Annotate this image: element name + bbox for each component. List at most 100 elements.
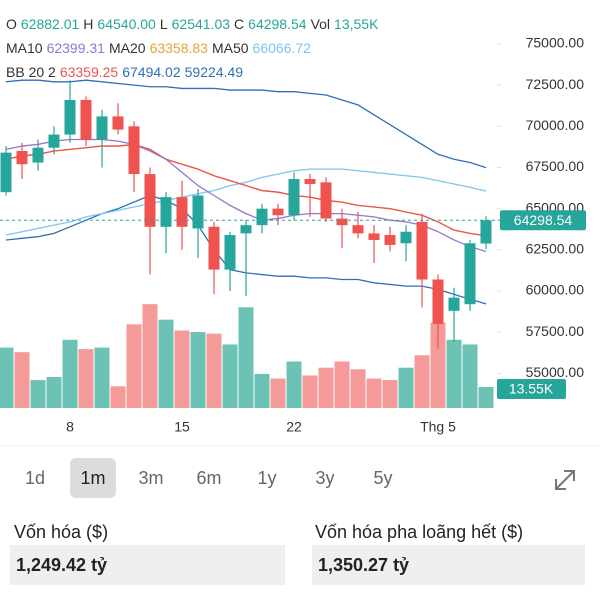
indicator-line — [5, 168, 487, 236]
stat-label: Vốn hóa pha loãng hết ($) — [315, 522, 524, 542]
indicator-line — [5, 79, 487, 169]
volume-bar — [270, 378, 286, 408]
y-tick-label: 60000.00 — [526, 282, 585, 298]
header-text: 64298.54 — [248, 16, 307, 32]
volume-bar — [366, 378, 382, 408]
volume-bar — [286, 361, 302, 408]
y-tick-label: 62500.00 — [526, 241, 585, 257]
y-tick-label: 55000.00 — [526, 364, 585, 380]
candle-body — [128, 126, 140, 175]
header-text: 62399.31 — [46, 40, 105, 56]
candle-body — [80, 99, 92, 140]
volume-bar — [238, 307, 254, 408]
stat-value: 1,350.27 tỷ — [312, 545, 585, 585]
volume-bar — [382, 380, 398, 408]
x-tick-label: Thg 5 — [420, 419, 456, 435]
volume-bar — [62, 339, 78, 408]
candle-body — [320, 182, 332, 219]
candle-body — [256, 208, 268, 226]
volume-bar — [190, 332, 206, 408]
header-text: 62882.01 — [20, 16, 80, 32]
volume-bar — [158, 319, 174, 408]
expand-icon[interactable] — [550, 465, 580, 495]
candle-body — [96, 116, 108, 140]
header-text: 13,55K — [334, 16, 379, 32]
volume-bar — [414, 355, 430, 408]
volume-bar — [142, 304, 158, 408]
header-text: MA10 — [6, 40, 43, 56]
candle-body — [240, 225, 252, 234]
candle-body — [224, 235, 236, 270]
period-tab[interactable]: 6m — [196, 468, 222, 488]
period-tab[interactable]: 1m — [70, 458, 116, 498]
header-text: BB 20 2 — [6, 64, 56, 80]
period-tabs: 1d 1m 3m 6m 1y 3y 5y — [12, 458, 588, 500]
candle-body — [480, 220, 492, 244]
candle-body — [352, 225, 364, 234]
last-price-label: 64298.54 — [514, 212, 573, 228]
header-text: 59224.49 — [184, 64, 244, 80]
header-row: O 62882.01 H 64540.00 L 62541.03 C 64298.54 Vol 1… — [6, 12, 382, 36]
candle-body — [416, 221, 428, 280]
chart-header: O 62882.01 H 64540.00 L 62541.03 C 64298.54 Vol 1… — [6, 12, 382, 84]
header-text: H — [83, 16, 94, 32]
volume-bar — [254, 373, 270, 408]
candle-body — [112, 116, 124, 130]
candle-body — [272, 208, 284, 216]
candle-body — [368, 233, 380, 240]
candle-body — [0, 152, 12, 193]
header-row: MA10 62399.31 MA20 63358.83 MA50 66066.72 — [6, 36, 382, 60]
y-tick-label: 70000.00 — [526, 117, 585, 133]
period-tab[interactable]: 3y — [315, 468, 335, 488]
header-text: 66066.72 — [252, 40, 311, 56]
header-text: 63359.25 — [59, 64, 119, 80]
indicator-line — [5, 143, 487, 237]
volume-bar — [14, 352, 30, 408]
volume-bar — [430, 322, 446, 408]
candle-body — [304, 179, 316, 184]
header-text: 67494.02 — [122, 64, 181, 80]
y-tick-label: 67500.00 — [526, 158, 585, 174]
candle-body — [464, 243, 476, 305]
volume-bar — [302, 375, 318, 408]
volume-bar — [462, 344, 478, 408]
candle-body — [32, 147, 44, 163]
period-tab[interactable]: 1d — [24, 468, 46, 488]
x-tick-label: 8 — [66, 419, 74, 435]
candle-body — [208, 226, 220, 270]
candle-body — [336, 218, 348, 226]
candle-body — [432, 279, 444, 324]
header-text: MA20 — [108, 40, 146, 56]
candle-body — [16, 151, 28, 165]
period-tab[interactable]: 3m — [138, 468, 164, 488]
candle-body — [448, 297, 460, 311]
candle-body — [176, 197, 188, 227]
volume-bar — [446, 339, 462, 408]
last-price-badge — [500, 210, 586, 231]
header-text: O — [6, 16, 17, 32]
candle-body — [288, 179, 300, 216]
x-tick-label: 22 — [286, 419, 302, 435]
header-text: 62541.03 — [171, 16, 231, 32]
volume-bar — [30, 380, 46, 408]
candle-body — [384, 235, 396, 245]
period-tab[interactable]: 1y — [257, 468, 277, 488]
stat-value: 1,249.42 tỷ — [10, 545, 285, 585]
y-tick-label: 75000.00 — [526, 35, 585, 51]
period-tab[interactable]: 5y — [373, 468, 393, 488]
candle-body — [160, 197, 172, 227]
volume-bar — [398, 367, 414, 408]
header-text: C — [234, 16, 245, 32]
header-text: 63358.83 — [149, 40, 208, 56]
header-text: Vol — [310, 16, 331, 32]
candle-body — [48, 134, 60, 148]
y-tick-label: 57500.00 — [526, 323, 585, 339]
volume-bar — [0, 347, 14, 408]
y-tick-label: 72500.00 — [526, 76, 585, 92]
volume-bar — [222, 344, 238, 408]
header-row: BB 20 2 63359.25 67494.02 59224.49 — [6, 60, 382, 84]
volume-bar — [110, 386, 126, 408]
volume-bar — [478, 386, 494, 408]
candle-body — [192, 195, 204, 229]
volume-bar — [350, 369, 366, 408]
